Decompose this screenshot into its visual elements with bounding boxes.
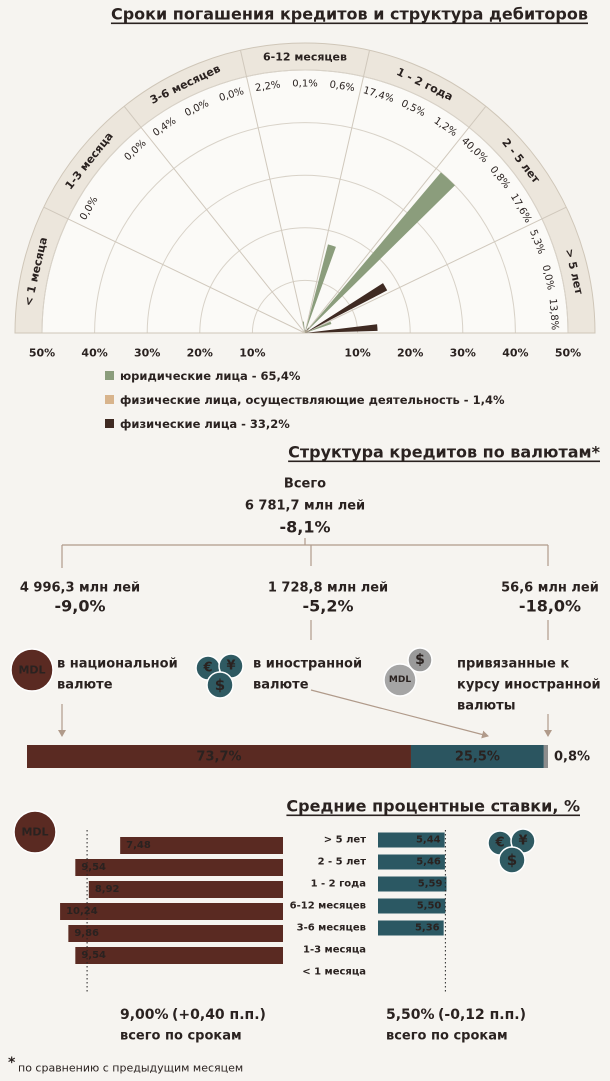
segment-label: 73,7% — [196, 750, 241, 765]
total-caption: Всего — [284, 477, 326, 492]
total-caption: всего по срокам — [120, 1029, 242, 1044]
r-tick-label: 20% — [187, 347, 213, 360]
value-label: 13,8% — [547, 298, 560, 331]
chart-title: Сроки погашения кредитов и структура деб… — [111, 5, 588, 24]
r-tick-label: 50% — [29, 347, 55, 360]
segment-label: 25,5% — [455, 750, 500, 765]
branch-amount: 1 728,8 млн лей — [268, 581, 388, 596]
branch-label: валюты — [457, 699, 515, 714]
r-tick-label: 30% — [450, 347, 476, 360]
total-amount: 6 781,7 млн лей — [245, 499, 365, 514]
row-label: 1 - 2 года — [311, 879, 366, 890]
total-label: 5,50% — [386, 1007, 435, 1023]
row-label: 2 - 5 лет — [318, 857, 367, 868]
branch-label: в национальной — [57, 657, 178, 672]
r-tick-label: 40% — [81, 347, 107, 360]
coin-symbol: $ — [507, 851, 517, 869]
r-tick-label: 30% — [134, 347, 160, 360]
branch-label: привязанные к — [457, 657, 569, 672]
rate-label: 9,54 — [81, 862, 106, 873]
coin-symbol: MDL — [389, 675, 411, 685]
rate-label: 5,36 — [415, 923, 440, 934]
coin-symbol: ¥ — [226, 659, 235, 674]
coin-symbol: MDL — [18, 664, 45, 677]
row-label: 1-3 месяца — [303, 945, 366, 956]
footnote-mark: * — [8, 1055, 16, 1071]
branch-amount: 56,6 млн лей — [501, 581, 599, 596]
legend-swatch — [105, 371, 114, 380]
row-label: < 1 месяца — [302, 967, 366, 978]
legend-swatch — [105, 395, 114, 404]
total-change: (+0,40 п.п.) — [172, 1007, 266, 1023]
r-tick-label: 50% — [555, 347, 581, 360]
branch-change: -18,0% — [519, 597, 581, 616]
stacked-segment — [544, 745, 548, 768]
rate-label: 9,54 — [81, 950, 106, 961]
section-title: Средние процентные ставки, % — [286, 797, 580, 816]
total-change: -8,1% — [279, 518, 330, 537]
total-change: (-0,12 п.п.) — [438, 1007, 526, 1023]
coin-symbol: $ — [215, 676, 225, 694]
rate-bar — [75, 947, 283, 964]
branch-change: -9,0% — [54, 597, 105, 616]
rate-label: 9,86 — [74, 928, 99, 939]
branch-change: -5,2% — [302, 597, 353, 616]
total-label: 9,00% — [120, 1007, 169, 1023]
value-label: 0,1% — [292, 79, 317, 90]
legend-label: физические лица, осуществляющие деятельн… — [120, 393, 505, 407]
legend-swatch — [105, 419, 114, 428]
rate-label: 5,46 — [416, 857, 441, 868]
rate-label: 7,48 — [126, 840, 151, 851]
coin-symbol: MDL — [21, 826, 48, 839]
segment-label: 0,8% — [554, 750, 590, 765]
total-caption: всего по срокам — [386, 1029, 508, 1044]
branch-amount: 4 996,3 млн лей — [20, 581, 140, 596]
r-tick-label: 20% — [397, 347, 423, 360]
r-tick-label: 40% — [502, 347, 528, 360]
rate-label: 10,24 — [66, 906, 98, 917]
footnote: по сравнению с предыдущим месяцем — [18, 1062, 243, 1075]
coin-symbol: € — [202, 661, 212, 676]
branch-label: в иностранной — [253, 657, 362, 672]
branch-label: валюте — [57, 678, 113, 693]
sector-label: 6-12 месяцев — [263, 51, 347, 64]
rate-bar — [68, 925, 283, 942]
section-title: Структура кредитов по валютам* — [288, 443, 601, 462]
branch-label: курсу иностранной — [457, 678, 601, 693]
rate-bar — [75, 859, 283, 876]
branch-label: валюте — [253, 678, 309, 693]
rate-label: 5,59 — [418, 879, 443, 890]
r-tick-label: 10% — [344, 347, 370, 360]
r-tick-label: 10% — [239, 347, 265, 360]
coin-symbol: € — [494, 836, 504, 851]
legend-label: физические лица - 33,2% — [120, 417, 290, 431]
coin-symbol: ¥ — [518, 834, 527, 849]
rate-label: 5,44 — [416, 835, 441, 846]
legend-label: юридические лица - 65,4% — [120, 369, 301, 383]
rate-label: 5,50 — [417, 901, 442, 912]
rate-label: 8,92 — [95, 884, 120, 895]
row-label: 3-6 месяцев — [297, 923, 366, 934]
coin-symbol: $ — [415, 652, 425, 668]
row-label: 6-12 месяцев — [290, 901, 366, 912]
row-label: > 5 лет — [324, 835, 366, 846]
